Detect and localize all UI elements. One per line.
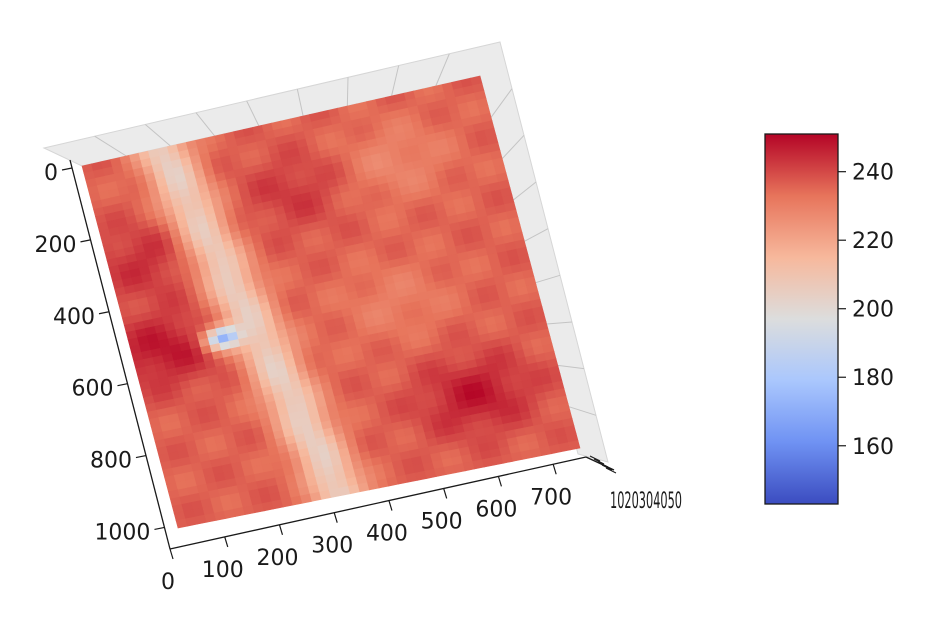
y-tick-label: 400 <box>53 305 95 330</box>
x-tick-mark <box>278 524 284 535</box>
y-tick-label: 1000 <box>94 520 150 545</box>
y-axis-line <box>69 159 171 550</box>
heatmap-surface <box>81 75 581 529</box>
z-tick-mark <box>593 458 605 465</box>
y-tick-label: 0 <box>44 161 58 186</box>
x-tick-label: 200 <box>256 546 298 571</box>
colorbar-tick-label: 240 <box>852 161 894 186</box>
x-axis: 0 100 200 300 400 500 600 700 <box>161 456 587 595</box>
z-tick-mark <box>597 461 609 468</box>
y-tick-mark <box>80 239 91 243</box>
x-tick-label: 600 <box>475 497 517 522</box>
z-tick-labels: 1020304050 <box>610 489 682 514</box>
colorbar: 160 180 200 220 240 <box>764 133 894 505</box>
x-tick-label: 300 <box>311 534 353 559</box>
y-tick-label: 200 <box>34 233 76 258</box>
x-tick-mark <box>552 464 557 475</box>
z-tick-mark <box>589 455 601 462</box>
x-tick-label: 700 <box>530 485 572 510</box>
x-axis-line <box>169 456 587 550</box>
y-tick-mark <box>135 454 147 459</box>
y-axis: 0 200 400 600 800 1000 <box>34 159 171 550</box>
x-tick-mark <box>443 488 448 499</box>
colorbar-tick-label: 220 <box>852 229 894 254</box>
x-tick-label: 100 <box>202 558 244 583</box>
y-tick-label: 800 <box>90 449 132 474</box>
colorbar-tick-label: 200 <box>852 298 894 323</box>
y-tick-mark <box>117 383 128 387</box>
z-axis: 1020304050 <box>585 455 682 514</box>
z-tick-mark <box>601 464 613 471</box>
y-tick-label: 600 <box>71 377 113 402</box>
x-tick-mark <box>224 536 229 548</box>
x-tick-mark <box>497 476 502 487</box>
heatmap-cell <box>568 440 581 451</box>
x-tick-label: 400 <box>366 522 408 547</box>
colorbar-tick-label: 180 <box>852 366 894 391</box>
y-tick-mark <box>61 167 73 171</box>
x-tick-mark <box>388 500 393 511</box>
colorbar-gradient <box>764 133 839 505</box>
y-tick-mark <box>98 311 110 315</box>
x-tick-mark <box>169 548 174 560</box>
y-tick-mark <box>154 526 165 531</box>
x-tick-label: 500 <box>421 509 463 534</box>
x-tick-label: 0 <box>161 570 175 595</box>
colorbar-tick-label: 160 <box>852 435 894 460</box>
z-tick-mark <box>605 467 617 474</box>
x-tick-mark <box>333 512 338 523</box>
